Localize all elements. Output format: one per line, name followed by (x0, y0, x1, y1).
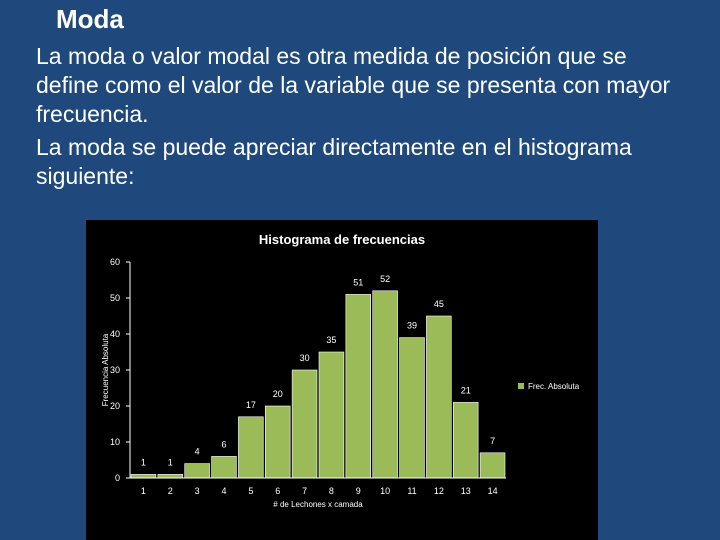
legend-label: Frec. Absoluta (528, 382, 580, 391)
histogram-bar (318, 351, 345, 479)
y-tick-label: 60 (110, 257, 120, 267)
bar-value-label: 6 (221, 439, 226, 449)
histogram-bar (426, 315, 452, 479)
bar-value-label: 21 (461, 385, 471, 395)
y-tick-label: 20 (110, 401, 120, 411)
x-tick-label: 6 (275, 486, 280, 496)
slide-body: La moda o valor modal es otra medida de … (36, 42, 686, 195)
chart-title: Histograma de frecuencias (259, 232, 425, 247)
x-tick-label: 1 (141, 486, 146, 496)
histogram-bar (372, 290, 398, 479)
histogram-bar (291, 369, 318, 479)
x-tick-label: 10 (380, 486, 390, 496)
x-tick-label: 4 (221, 486, 226, 496)
histogram-bar (264, 405, 291, 479)
x-tick-label: 5 (248, 486, 253, 496)
histogram-bar (130, 474, 157, 479)
y-tick-label: 0 (115, 473, 120, 483)
histogram-bar (399, 337, 425, 479)
histogram-bar (479, 452, 506, 479)
histogram-bar (211, 456, 237, 479)
x-tick-label: 13 (461, 486, 471, 496)
bar-value-label: 35 (326, 335, 336, 345)
histogram-bar (238, 416, 264, 479)
bar-value-label: 1 (141, 457, 146, 467)
bar-value-label: 39 (407, 321, 417, 331)
definition-paragraph: La moda o valor modal es otra medida de … (36, 43, 671, 127)
histogram-intro-paragraph: La moda se puede apreciar directamente e… (36, 134, 632, 189)
bar-value-label: 45 (434, 299, 444, 309)
bar-value-label: 30 (300, 353, 310, 363)
bar-value-label: 52 (380, 274, 390, 284)
y-tick-label: 10 (110, 437, 120, 447)
histogram-chart: Histograma de frecuencias 0 10 20 30 40 50 60 … (86, 220, 598, 540)
histogram-bar (345, 294, 372, 479)
bar-value-label: 51 (353, 277, 363, 287)
legend: Frec. Absoluta (518, 382, 580, 391)
bar-value-label: 20 (273, 389, 283, 399)
x-tick-label: 8 (329, 486, 334, 496)
x-tick-label: 3 (195, 486, 200, 496)
legend-swatch (518, 383, 524, 389)
x-axis-title: # de Lechones x camada (273, 500, 363, 509)
bar-value-label: 17 (246, 400, 256, 410)
x-tick-label: 14 (488, 486, 498, 496)
bar-value-label: 1 (168, 457, 173, 467)
y-tick-label: 30 (110, 365, 120, 375)
bar-value-label: 4 (195, 447, 200, 457)
y-tick-label: 50 (110, 293, 120, 303)
slide-title: Moda (56, 4, 124, 34)
histogram-svg: Histograma de frecuencias 0102030405060 … (101, 232, 580, 509)
x-tick-label: 2 (168, 486, 173, 496)
y-tick-label: 40 (110, 329, 120, 339)
x-tick-label: 9 (356, 486, 361, 496)
bar-value-label: 7 (490, 436, 495, 446)
y-axis-title: Frecuencia Absoluta (101, 333, 110, 406)
histogram-bar (157, 474, 184, 479)
x-tick-label: 12 (434, 486, 444, 496)
x-tick-label: 11 (407, 486, 416, 496)
x-tick-label: 7 (302, 486, 307, 496)
histogram-bar (184, 463, 210, 479)
histogram-bar (452, 402, 479, 479)
